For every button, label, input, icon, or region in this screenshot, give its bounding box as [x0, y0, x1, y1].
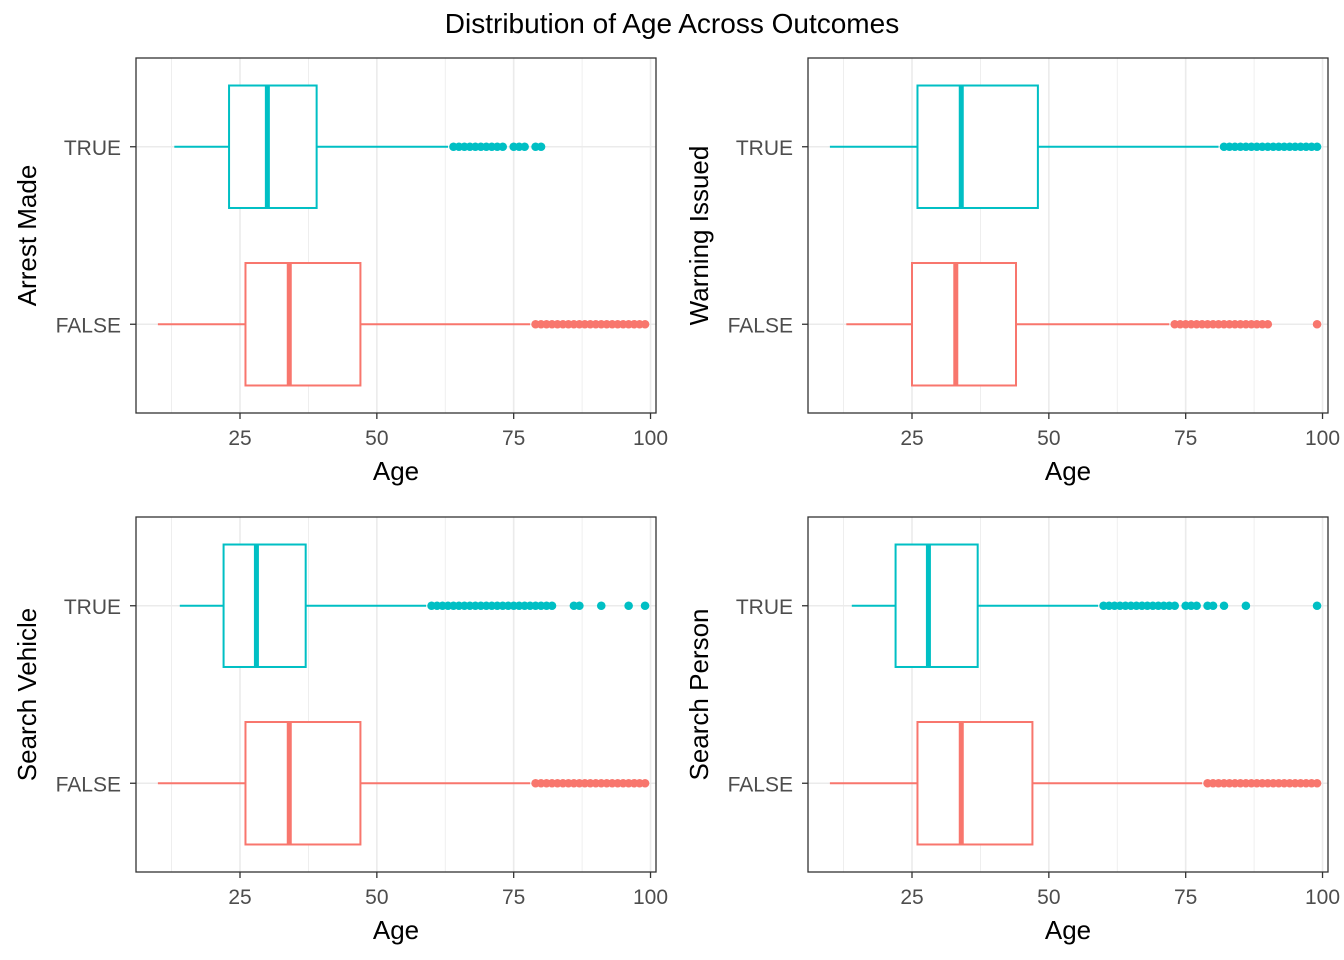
box-true [851, 543, 1322, 668]
x-tick-label: 75 [502, 886, 525, 909]
x-tick-label: 50 [365, 886, 388, 909]
panel-border [807, 516, 1329, 873]
outlier-point [1208, 601, 1218, 611]
outlier-point [1312, 601, 1322, 611]
outlier-point [624, 601, 633, 611]
x-tick-label: 25 [228, 886, 251, 909]
x-tick-label: 100 [1305, 886, 1340, 909]
x-tick-label: 25 [900, 427, 923, 450]
box-true [179, 543, 650, 668]
interquartile-box [244, 262, 362, 387]
interquartile-box [244, 721, 362, 846]
x-tick-label: 100 [1305, 427, 1340, 450]
y-tick-label: TRUE [64, 137, 121, 160]
facet-panels: 25 50 75 100 FALSE TRUE Age Arrest Made 25 50 75 10… [12, 57, 1340, 945]
outlier-point [547, 601, 557, 611]
outlier-point [1312, 142, 1322, 152]
x-tick-label: 75 [1174, 427, 1197, 450]
outlier-point [520, 142, 529, 152]
box-false [157, 721, 650, 846]
x-tick-label: 75 [502, 427, 525, 450]
outlier-point [498, 142, 508, 152]
x-tick-label: 25 [228, 427, 251, 450]
interquartile-box [228, 84, 318, 209]
y-tick-label: FALSE [728, 773, 793, 796]
outlier-point [1312, 778, 1322, 788]
outlier-point [1192, 601, 1201, 611]
interquartile-box [916, 84, 1039, 209]
outlier-point [640, 319, 650, 329]
box-false [846, 262, 1322, 387]
facet-panel-1: 25 50 75 100 FALSE TRUE Age Arrest Made [12, 57, 668, 486]
box-true [829, 84, 1322, 209]
x-tick-label: 100 [633, 427, 668, 450]
x-axis-title: Age [373, 456, 419, 486]
x-tick-label: 75 [1174, 886, 1197, 909]
x-axis-title: Age [1045, 456, 1091, 486]
outlier-point [1263, 319, 1273, 329]
x-axis-title: Age [373, 915, 419, 945]
x-axis-title: Age [1045, 915, 1091, 945]
x-tick-label: 25 [900, 886, 923, 909]
y-tick-label: TRUE [64, 596, 121, 619]
outlier-point [1241, 601, 1251, 611]
outlier-point [640, 778, 650, 788]
box-true [174, 84, 546, 209]
panel-border [135, 516, 657, 873]
y-axis-title: Search Vehicle [12, 608, 42, 781]
y-tick-label: TRUE [736, 596, 793, 619]
box-false [829, 721, 1322, 846]
facet-panel-2: 25 50 75 100 FALSE TRUE Age Warning Issued [684, 57, 1340, 486]
x-tick-label: 50 [1037, 427, 1060, 450]
y-axis-title: Search Person [684, 609, 714, 781]
x-tick-label: 50 [365, 427, 388, 450]
outlier-point [536, 142, 546, 152]
y-tick-label: FALSE [728, 314, 793, 337]
interquartile-box [894, 543, 979, 668]
y-axis-title: Warning Issued [684, 146, 714, 326]
figure-title: Distribution of Age Across Outcomes [445, 8, 899, 39]
outlier-point [1219, 601, 1229, 611]
x-tick-label: 50 [1037, 886, 1060, 909]
interquartile-box [911, 262, 1017, 387]
interquartile-box [916, 721, 1034, 846]
box-false [157, 262, 650, 387]
outlier-point [640, 601, 650, 611]
outlier-point [575, 601, 584, 611]
y-tick-label: TRUE [736, 137, 793, 160]
y-tick-label: FALSE [56, 773, 121, 796]
outlier-point [1170, 601, 1180, 611]
outlier-point [596, 601, 606, 611]
outlier-point [1312, 319, 1322, 329]
panel-border [135, 57, 657, 414]
y-axis-title: Arrest Made [12, 165, 42, 307]
facet-panel-3: 25 50 75 100 FALSE TRUE Age Search Vehicle [12, 516, 668, 945]
y-tick-label: FALSE [56, 314, 121, 337]
interquartile-box [222, 543, 307, 668]
x-tick-label: 100 [633, 886, 668, 909]
panel-border [807, 57, 1329, 414]
facet-panel-4: 25 50 75 100 FALSE TRUE Age Search Person [684, 516, 1340, 945]
